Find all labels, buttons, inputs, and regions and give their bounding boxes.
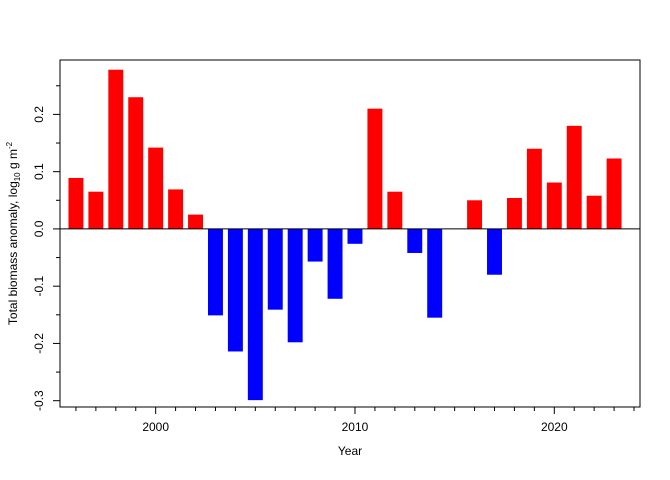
- bar-2010: [347, 228, 363, 244]
- x-axis: 2000 2010 2020: [75, 407, 635, 434]
- bar-2016: [467, 200, 483, 229]
- bar-2008: [307, 228, 323, 262]
- y-tick-label: 0.1: [32, 163, 46, 180]
- bar-2003: [207, 228, 223, 316]
- y-axis: -0.3 -0.2 -0.1 0.0 0.1 0.2: [32, 85, 60, 411]
- bar-2002: [188, 214, 204, 229]
- x-tick-label: 2020: [541, 420, 568, 434]
- y-label-subscript: 10: [13, 172, 22, 181]
- x-tick-label: 2010: [342, 420, 369, 434]
- bar-2011: [367, 108, 383, 229]
- bar-2006: [267, 228, 283, 310]
- y-tick-label: 0.0: [32, 220, 46, 237]
- bar-2012: [387, 191, 403, 229]
- bar-1999: [128, 97, 144, 229]
- x-tick-label: 2000: [142, 420, 169, 434]
- y-tick-label: 0.2: [32, 106, 46, 123]
- bar-2000: [148, 147, 164, 229]
- bar-2018: [506, 198, 522, 229]
- bar-2023: [606, 158, 622, 229]
- bar-2021: [566, 125, 582, 229]
- bar-2019: [526, 148, 542, 229]
- y-tick-label: -0.1: [32, 276, 46, 297]
- bar-1998: [108, 69, 124, 229]
- bar-2022: [586, 195, 602, 229]
- bar-2013: [407, 228, 423, 253]
- bar-2020: [546, 182, 562, 229]
- bar-2001: [168, 189, 184, 229]
- bar-2009: [327, 228, 343, 299]
- y-label-middle: g m: [6, 149, 20, 172]
- bar-1997: [88, 191, 104, 229]
- y-label-prefix: Total biomass anomaly, log: [6, 181, 20, 325]
- bars-group: [68, 69, 622, 401]
- y-tick-label: -0.3: [32, 390, 46, 411]
- y-label-superscript: -2: [5, 141, 14, 149]
- y-axis-label: Total biomass anomaly, log10 g m-2: [5, 141, 22, 325]
- y-tick-label: -0.2: [32, 333, 46, 354]
- plot-frame: [59, 59, 641, 408]
- bar-2007: [287, 228, 303, 343]
- bar-2017: [487, 228, 502, 275]
- x-axis-label: Year: [338, 444, 362, 458]
- bar-2014: [427, 228, 443, 318]
- bar-1996: [68, 177, 84, 229]
- bar-2004: [227, 228, 243, 352]
- bar-2005: [247, 228, 263, 401]
